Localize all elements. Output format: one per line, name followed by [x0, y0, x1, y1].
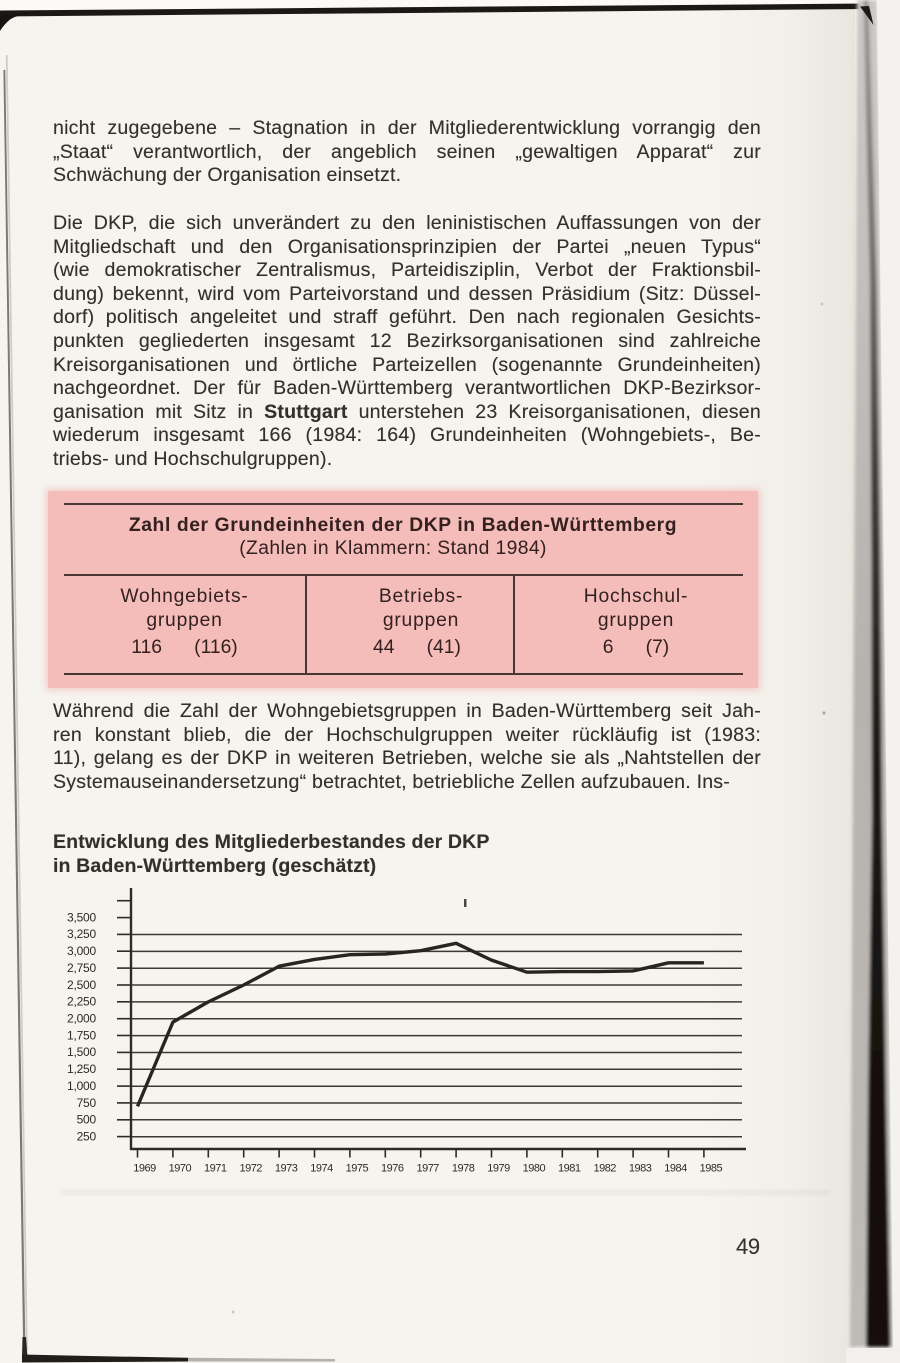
svg-text:500: 500 [77, 1113, 97, 1127]
svg-text:1980: 1980 [523, 1163, 546, 1175]
svg-text:1979: 1979 [487, 1163, 510, 1175]
svg-text:1976: 1976 [381, 1163, 404, 1175]
svg-text:2,500: 2,500 [67, 978, 97, 992]
svg-text:1978: 1978 [452, 1163, 475, 1175]
svg-text:1975: 1975 [346, 1163, 369, 1175]
svg-text:1,000: 1,000 [67, 1079, 97, 1093]
svg-text:1982: 1982 [593, 1163, 616, 1175]
svg-text:2,000: 2,000 [67, 1012, 97, 1026]
svg-text:750: 750 [77, 1096, 97, 1110]
svg-text:1983: 1983 [629, 1163, 652, 1175]
svg-text:1970: 1970 [169, 1163, 192, 1175]
svg-text:1985: 1985 [700, 1163, 723, 1175]
svg-text:1981: 1981 [558, 1163, 581, 1175]
svg-text:3,000: 3,000 [67, 944, 97, 958]
svg-text:1972: 1972 [239, 1163, 262, 1175]
svg-text:1973: 1973 [275, 1163, 298, 1175]
svg-text:2,750: 2,750 [67, 961, 97, 975]
svg-text:1971: 1971 [204, 1163, 227, 1175]
svg-text:2,250: 2,250 [67, 995, 97, 1009]
svg-text:1977: 1977 [416, 1163, 439, 1175]
svg-text:1,500: 1,500 [67, 1045, 97, 1059]
svg-text:3,250: 3,250 [67, 927, 97, 941]
svg-text:3,500: 3,500 [67, 910, 97, 924]
svg-text:1,250: 1,250 [67, 1062, 97, 1076]
svg-text:1969: 1969 [133, 1163, 156, 1175]
svg-text:250: 250 [77, 1130, 97, 1144]
svg-text:1,750: 1,750 [67, 1028, 97, 1042]
svg-text:1974: 1974 [310, 1163, 333, 1175]
svg-text:1984: 1984 [664, 1163, 687, 1175]
